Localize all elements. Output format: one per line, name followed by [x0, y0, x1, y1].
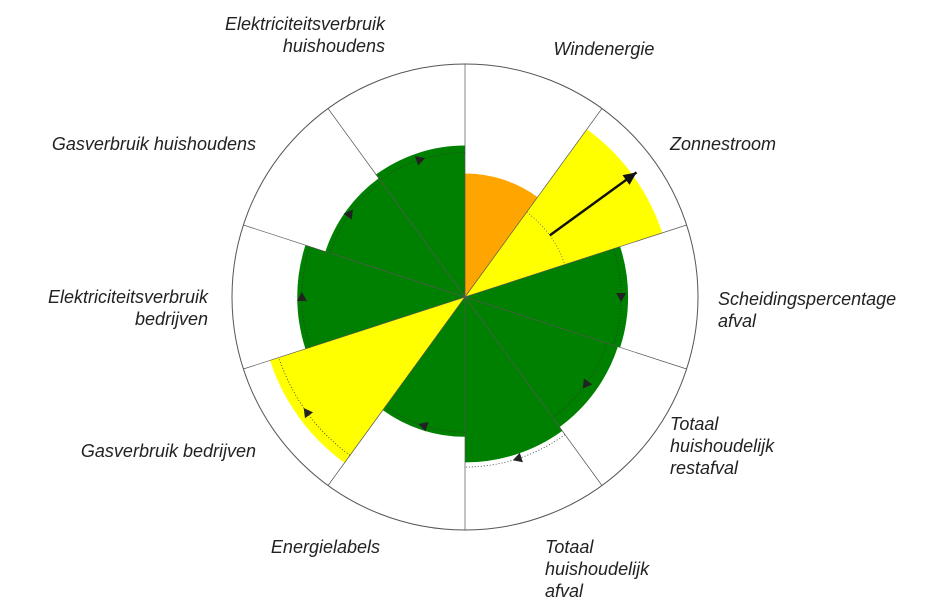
- category-label: Elektriciteitsverbruik: [48, 287, 209, 307]
- spoke: [464, 296, 603, 486]
- spoke: [464, 224, 687, 298]
- category-label: Scheidingspercentage: [718, 289, 896, 309]
- spoke: [243, 224, 466, 298]
- target-marker: [512, 452, 523, 463]
- sector: [375, 145, 465, 297]
- sector: [297, 245, 465, 349]
- target-marker: [582, 378, 593, 389]
- sector: [382, 297, 465, 437]
- sector: [465, 246, 629, 348]
- target-arrow: [549, 171, 638, 237]
- target-arc: [552, 342, 608, 418]
- target-marker: [303, 407, 314, 419]
- category-label: Totaal: [545, 537, 594, 557]
- sector: [465, 297, 563, 463]
- target-marker: [415, 156, 426, 166]
- start-arc: [526, 211, 566, 265]
- spoke: [464, 296, 687, 370]
- spoke: [327, 108, 466, 298]
- category-label: Elektriciteitsverbruik: [225, 14, 386, 34]
- spoke: [243, 296, 466, 370]
- target-arc: [464, 434, 566, 468]
- category-label: huishoudelijk: [545, 559, 650, 579]
- category-label: Energielabels: [271, 537, 380, 557]
- target-marker: [343, 209, 353, 220]
- spoke: [464, 108, 603, 298]
- category-label: afval: [545, 581, 584, 597]
- category-label: afval: [718, 311, 757, 331]
- category-label: Zonnestroom: [669, 134, 776, 154]
- category-label: restafval: [670, 458, 739, 478]
- target-marker: [418, 422, 429, 432]
- target-marker: [296, 292, 307, 301]
- sector: [325, 178, 465, 297]
- sector: [465, 297, 618, 428]
- category-label: huishoudens: [283, 36, 385, 56]
- target-marker: [616, 293, 627, 302]
- category-label: Gasverbruik bedrijven: [81, 441, 256, 461]
- sector: [465, 129, 663, 297]
- arrow-head: [622, 172, 637, 185]
- category-label: Gasverbruik huishoudens: [52, 134, 256, 154]
- category-label: Totaal: [670, 414, 719, 434]
- sector: [465, 173, 538, 297]
- spoke: [327, 296, 466, 486]
- sector: [269, 297, 465, 463]
- category-label: huishoudelijk: [670, 436, 775, 456]
- category-label: Windenergie: [554, 39, 655, 59]
- category-label: bedrijven: [135, 309, 208, 329]
